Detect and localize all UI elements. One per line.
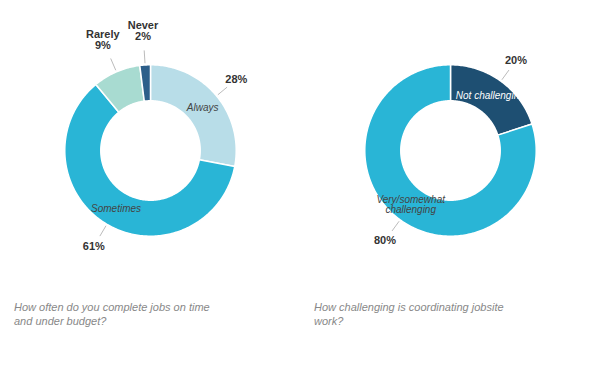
svg-text:28%: 28% — [225, 73, 247, 85]
html-text:and under budget?: and under budget? — [14, 315, 107, 327]
html-text:How often do you complete jobs: How often do you complete jobs on time — [14, 301, 210, 313]
svg-text:Always: Always — [186, 102, 219, 113]
svg-text:Not challenging: Not challenging — [456, 90, 525, 101]
svg-text:20%: 20% — [505, 54, 527, 66]
html-text:How challenging is coordinatin: How challenging is coordinating jobsite — [314, 301, 504, 313]
svg-text:Very/somewhatchallenging: Very/somewhatchallenging — [376, 194, 446, 215]
svg-text:61%: 61% — [83, 240, 105, 252]
html-text:work?: work? — [314, 315, 344, 327]
svg-text:Sometimes: Sometimes — [91, 203, 141, 214]
svg-text:Never2%: Never2% — [128, 19, 159, 42]
svg-text:Rarely9%: Rarely9% — [86, 28, 121, 51]
svg-text:80%: 80% — [374, 234, 396, 246]
